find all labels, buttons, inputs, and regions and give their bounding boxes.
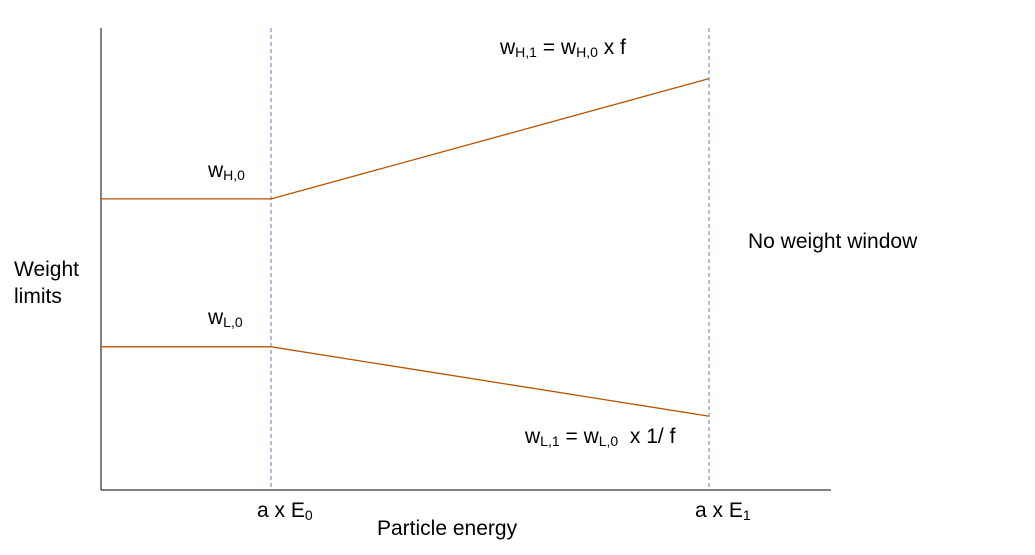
annotation-w-h1-equation: wH,1 = wH,0 x f: [500, 36, 626, 60]
x-tick-label-e1: a x E1: [695, 499, 751, 523]
series-lower-limit-line: [101, 346, 709, 417]
series-upper-limit-line: [101, 78, 709, 200]
annotation-w-l1-equation: wL,1 = wL,0 x 1/ f: [525, 425, 676, 449]
annotation-w-l0: wL,0: [208, 306, 243, 330]
y-axis-label-line1: Weight: [14, 258, 79, 281]
y-axis-label-line2: limits: [14, 285, 62, 308]
annotation-w-h0: wH,0: [208, 159, 245, 183]
annotation-no-weight-window: No weight window: [748, 230, 918, 253]
y-axis-label: Weight limits: [14, 256, 79, 310]
x-tick-label-e0: a x E0: [257, 499, 313, 523]
x-axis-label: Particle energy: [377, 517, 518, 540]
